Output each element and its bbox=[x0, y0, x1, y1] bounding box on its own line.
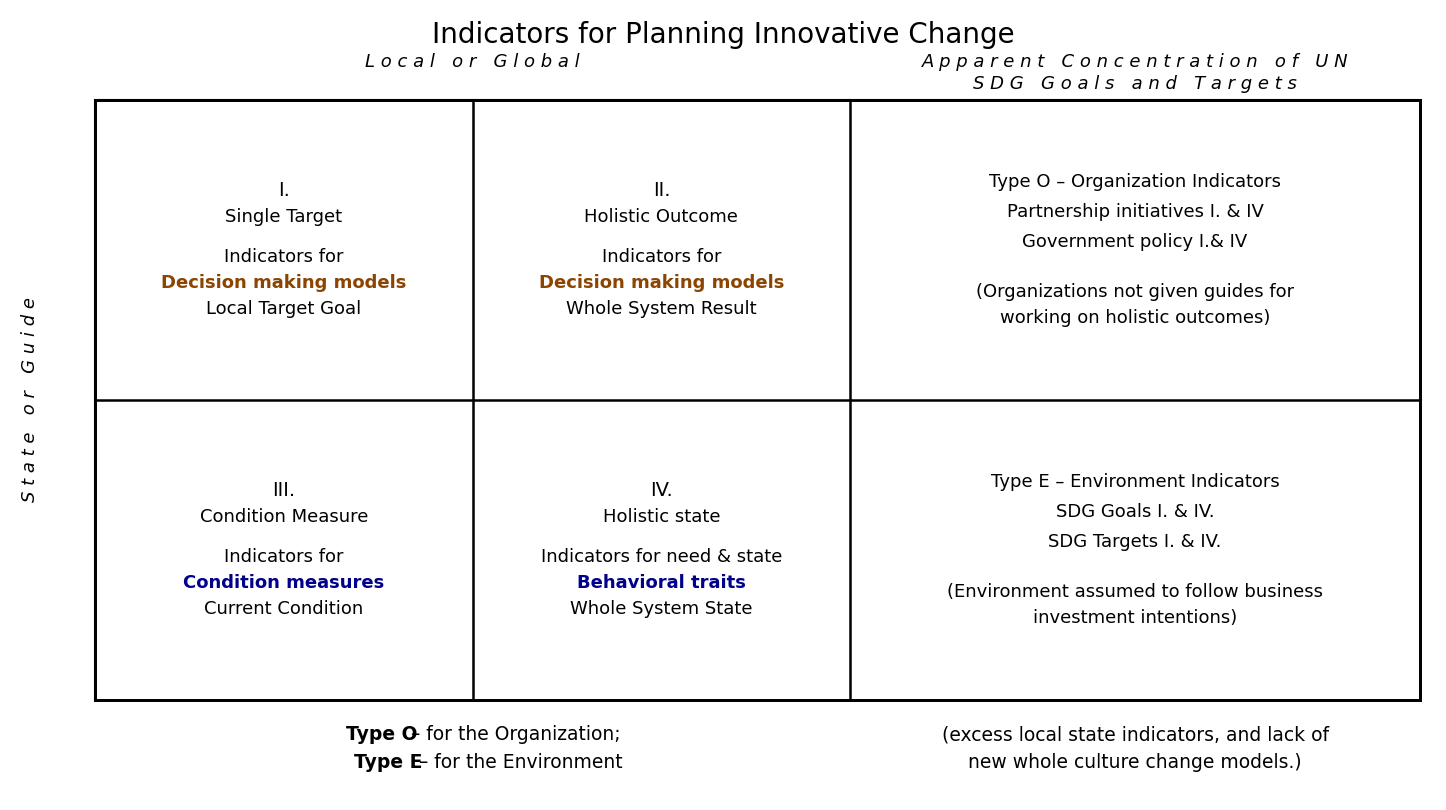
Text: Type O: Type O bbox=[346, 726, 418, 744]
Text: working on holistic outcomes): working on holistic outcomes) bbox=[1001, 309, 1271, 327]
Bar bbox=[473, 400, 850, 700]
Text: Whole System State: Whole System State bbox=[570, 600, 753, 618]
Text: Decision making models: Decision making models bbox=[161, 274, 406, 292]
Text: I.: I. bbox=[278, 181, 289, 201]
Text: III.: III. bbox=[272, 481, 295, 501]
Bar bbox=[95, 100, 473, 400]
Bar bbox=[95, 100, 473, 400]
Text: Type E – Environment Indicators: Type E – Environment Indicators bbox=[991, 473, 1280, 491]
Text: Current Condition: Current Condition bbox=[204, 600, 363, 618]
Bar bbox=[95, 400, 473, 700]
Text: (Organizations not given guides for: (Organizations not given guides for bbox=[976, 283, 1294, 301]
Text: L o c a l   o r   G l o b a l: L o c a l o r G l o b a l bbox=[366, 53, 580, 71]
Text: Holistic Outcome: Holistic Outcome bbox=[584, 208, 739, 226]
Text: Decision making models: Decision making models bbox=[539, 274, 784, 292]
Text: Behavioral traits: Behavioral traits bbox=[577, 574, 746, 592]
Text: SDG Targets I. & IV.: SDG Targets I. & IV. bbox=[1048, 533, 1222, 551]
Text: – for the Environment: – for the Environment bbox=[412, 752, 622, 771]
Text: S t a t e   o r   G u i d e: S t a t e o r G u i d e bbox=[22, 297, 39, 502]
Text: Indicators for Planning Innovative Change: Indicators for Planning Innovative Chang… bbox=[432, 21, 1014, 49]
Text: investment intentions): investment intentions) bbox=[1032, 609, 1238, 627]
Text: (excess local state indicators, and lack of: (excess local state indicators, and lack… bbox=[941, 726, 1329, 744]
Text: A p p a r e n t   C o n c e n t r a t i o n   o f   U N: A p p a r e n t C o n c e n t r a t i o … bbox=[921, 53, 1349, 71]
Text: Type E: Type E bbox=[354, 752, 422, 771]
Text: Government policy I.& IV: Government policy I.& IV bbox=[1022, 233, 1248, 251]
Bar bbox=[850, 100, 1420, 400]
Text: – for the Organization;: – for the Organization; bbox=[405, 726, 620, 744]
Text: Holistic state: Holistic state bbox=[603, 508, 720, 526]
Text: Whole System Result: Whole System Result bbox=[567, 300, 756, 318]
Text: Partnership initiatives I. & IV: Partnership initiatives I. & IV bbox=[1006, 203, 1264, 221]
Text: Indicators for need & state: Indicators for need & state bbox=[541, 548, 782, 566]
Text: Local Target Goal: Local Target Goal bbox=[207, 300, 362, 318]
Text: II.: II. bbox=[652, 181, 669, 201]
Bar bbox=[95, 400, 473, 700]
Text: IV.: IV. bbox=[651, 481, 672, 501]
Bar bbox=[850, 400, 1420, 700]
Bar bbox=[473, 100, 850, 400]
Text: Indicators for: Indicators for bbox=[602, 248, 722, 266]
Text: Indicators for: Indicators for bbox=[224, 548, 344, 566]
Text: Type O – Organization Indicators: Type O – Organization Indicators bbox=[989, 173, 1281, 191]
Text: Indicators for: Indicators for bbox=[224, 248, 344, 266]
Text: SDG Goals I. & IV.: SDG Goals I. & IV. bbox=[1056, 503, 1215, 521]
Text: Condition measures: Condition measures bbox=[184, 574, 385, 592]
Text: Single Target: Single Target bbox=[226, 208, 343, 226]
Bar bbox=[473, 400, 850, 700]
Bar bbox=[95, 100, 1420, 700]
Text: new whole culture change models.): new whole culture change models.) bbox=[969, 752, 1301, 771]
Bar bbox=[473, 100, 850, 400]
Text: Condition Measure: Condition Measure bbox=[200, 508, 367, 526]
Text: (Environment assumed to follow business: (Environment assumed to follow business bbox=[947, 583, 1323, 601]
Text: S D G   G o a l s   a n d   T a r g e t s: S D G G o a l s a n d T a r g e t s bbox=[973, 75, 1297, 93]
